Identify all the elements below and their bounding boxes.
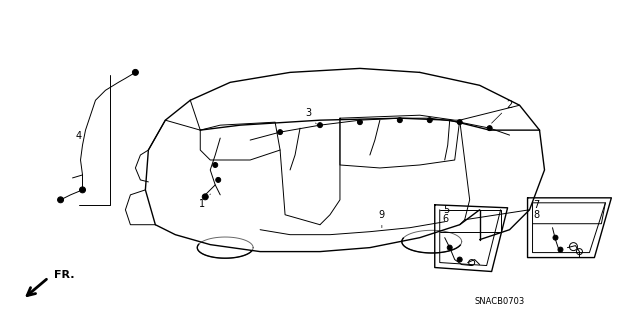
Circle shape bbox=[317, 123, 323, 128]
Circle shape bbox=[553, 235, 558, 240]
Circle shape bbox=[357, 120, 362, 125]
Circle shape bbox=[58, 197, 63, 203]
Circle shape bbox=[79, 187, 86, 193]
Circle shape bbox=[457, 257, 462, 262]
Circle shape bbox=[278, 130, 283, 135]
Text: SNACB0703: SNACB0703 bbox=[474, 297, 525, 306]
Circle shape bbox=[212, 162, 218, 167]
Text: 9: 9 bbox=[379, 210, 385, 228]
Circle shape bbox=[457, 120, 462, 125]
Text: 4: 4 bbox=[76, 131, 81, 141]
Text: 7: 7 bbox=[534, 200, 540, 210]
Text: FR.: FR. bbox=[54, 271, 74, 280]
Circle shape bbox=[428, 118, 432, 123]
Circle shape bbox=[216, 177, 221, 182]
Text: 5: 5 bbox=[443, 205, 449, 215]
Circle shape bbox=[397, 118, 403, 123]
Text: 1: 1 bbox=[199, 194, 211, 209]
Circle shape bbox=[487, 126, 492, 130]
Circle shape bbox=[202, 194, 208, 200]
Circle shape bbox=[132, 70, 138, 75]
Text: 6: 6 bbox=[443, 214, 449, 224]
Circle shape bbox=[447, 245, 452, 250]
Text: 2: 2 bbox=[492, 100, 513, 123]
Text: 8: 8 bbox=[534, 210, 540, 220]
Text: 3: 3 bbox=[305, 108, 316, 124]
Circle shape bbox=[558, 247, 563, 252]
